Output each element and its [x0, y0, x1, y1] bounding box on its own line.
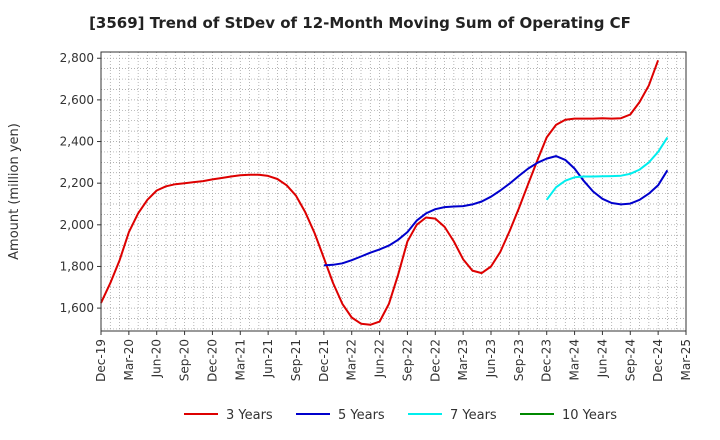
x-tick-label: Dec-23: [540, 339, 554, 382]
y-tick-label: 2,200: [60, 176, 94, 190]
x-tick-label: Sep-21: [289, 339, 303, 381]
y-axis-ticks: 1,600 1,800 2,000 2,200 2,400 2,600 2,800: [60, 51, 101, 315]
x-tick-label: Jun-22: [373, 339, 387, 378]
x-axis-ticks: Dec-19 Mar-20 Jun-20 Sep-20 Dec-20 Mar-21 Jun-…: [94, 331, 693, 382]
legend: 3 Years 5 Years 7 Years 10 Years: [184, 408, 617, 423]
y-tick-label: 1,600: [60, 301, 94, 315]
x-tick-label: Dec-20: [205, 339, 219, 382]
legend-label: 5 Years: [338, 408, 385, 423]
x-tick-label: Jun-21: [261, 339, 275, 378]
x-tick-label: Dec-19: [94, 339, 108, 382]
x-tick-label: Mar-20: [122, 339, 136, 380]
x-tick-label: Jun-20: [150, 339, 164, 378]
x-tick-label: Mar-22: [345, 339, 359, 380]
series-lines: [100, 59, 669, 326]
x-tick-label: Mar-23: [456, 339, 470, 380]
x-tick-label: Mar-25: [679, 339, 693, 380]
x-tick-label: Sep-24: [623, 339, 637, 381]
x-tick-label: Dec-21: [317, 339, 331, 382]
y-tick-label: 2,800: [60, 51, 94, 65]
x-tick-label: Dec-24: [651, 339, 665, 382]
series-line-3-years: [100, 59, 660, 326]
x-tick-label: Sep-20: [178, 339, 192, 381]
plot-area-frame: [100, 51, 687, 332]
x-tick-label: Dec-22: [428, 339, 442, 382]
series-line-7-years: [545, 136, 669, 201]
y-tick-label: 1,800: [60, 259, 94, 273]
x-tick-label: Mar-21: [233, 339, 247, 380]
legend-label: 10 Years: [562, 408, 617, 423]
legend-label: 3 Years: [226, 408, 273, 423]
x-tick-label: Mar-24: [568, 339, 582, 380]
chart-title: [3569] Trend of StDev of 12-Month Moving…: [89, 14, 631, 32]
x-tick-label: Jun-24: [595, 339, 609, 378]
y-axis-label: Amount (million yen): [7, 123, 22, 260]
y-tick-label: 2,000: [60, 218, 94, 232]
y-tick-label: 2,600: [60, 93, 94, 107]
x-tick-label: Jun-23: [484, 339, 498, 378]
x-tick-label: Sep-23: [512, 339, 526, 381]
y-tick-label: 2,400: [60, 135, 94, 149]
legend-label: 7 Years: [450, 408, 497, 423]
x-tick-label: Sep-22: [400, 339, 414, 381]
series-line-5-years: [323, 155, 669, 267]
